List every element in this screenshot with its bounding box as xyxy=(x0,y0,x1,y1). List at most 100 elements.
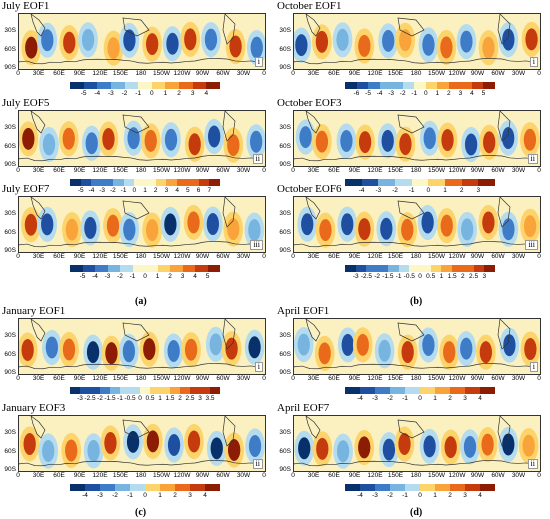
colorbar-tick-label: 3.5 xyxy=(205,395,215,402)
lon-tick-label: 30E xyxy=(307,253,320,260)
colorbar-swatch xyxy=(157,265,170,272)
pattern-index-label: ii xyxy=(252,459,263,469)
lon-tick-label: 180 xyxy=(410,253,422,260)
colorbar-swatch xyxy=(345,82,357,89)
panel-jan1: January EOF1 i 30S 60S 90S 0 30E 60E 90E 120E 150E… xyxy=(0,305,275,402)
anomaly-blob-core xyxy=(62,338,76,361)
colorbar-tick-label: 0 xyxy=(423,90,428,97)
lon-tick-label: 60E xyxy=(328,253,340,260)
colorbar-swatch xyxy=(170,265,183,272)
colorbar-tick-label: 2 xyxy=(448,395,452,402)
anomaly-blob-core xyxy=(167,339,180,362)
antarctica-coastline xyxy=(294,240,535,248)
lon-tick-label: 150W xyxy=(153,472,170,479)
colorbar-swatch xyxy=(110,82,125,89)
colorbar-swatch xyxy=(462,265,474,272)
panel-oct3: October EOF3 ii 30S 60S 90S 0 30E 60E 90E 120E 150… xyxy=(275,97,550,194)
colorbar-swatch xyxy=(200,387,210,394)
lon-tick-label: 0 xyxy=(291,472,295,479)
colorbar-tick-label: 1 xyxy=(433,395,437,402)
colorbar-swatch xyxy=(405,387,420,394)
colorbar-swatch xyxy=(205,484,220,491)
colorbar-tick-label: -3 xyxy=(97,492,103,499)
lat-tick-label: 90S xyxy=(4,247,16,254)
colorbar-tick-label: 4 xyxy=(478,492,482,499)
colorbar-swatch xyxy=(80,387,90,394)
lon-tick-label: 180 xyxy=(410,70,422,77)
panel-oct1: October EOF1 i 30S 60S 90S 0 30E 60E 90E 120E 150E… xyxy=(275,0,550,97)
colorbar-swatch xyxy=(448,82,461,89)
colorbar-tick-label: -1 xyxy=(127,492,133,499)
africa-outline xyxy=(305,319,321,342)
lon-tick-label: 0 xyxy=(262,472,266,479)
anomaly-blob-core xyxy=(210,437,223,460)
colorbar-swatch xyxy=(445,179,462,186)
colorbar-tick-label: 2 xyxy=(177,90,181,97)
colorbar-tick-label: 2 xyxy=(461,273,465,280)
lon-tick-label: 60E xyxy=(53,70,65,77)
colorbar-tick-label: 0 xyxy=(143,273,147,280)
anomaly-blob-core xyxy=(460,337,473,360)
anomaly-blob-core xyxy=(461,218,474,241)
anomaly-blob-core xyxy=(524,338,537,361)
anomaly-blob-core xyxy=(380,217,393,240)
anomaly-blob-core xyxy=(443,341,456,364)
anomaly-blob-core xyxy=(298,437,311,460)
lat-tick-label: 60S xyxy=(4,228,16,236)
lon-tick-label: 150W xyxy=(153,375,170,382)
anomaly-blob-core xyxy=(502,127,515,150)
lon-tick-label: 30W xyxy=(511,167,526,174)
colorbar-swatch xyxy=(402,82,415,89)
anomaly-blob-core xyxy=(42,133,56,156)
lon-tick-label: 30E xyxy=(32,70,45,77)
lon-tick-label: 90E xyxy=(348,375,361,382)
colorbar-tick-label: 0 xyxy=(418,492,422,499)
lon-tick-label: 90E xyxy=(73,70,86,77)
lon-tick-label: 150W xyxy=(428,472,445,479)
colorbar-tick-label: 5 xyxy=(481,90,486,97)
colorbar-swatch xyxy=(345,387,360,394)
lat-tick-label: 90S xyxy=(4,161,16,168)
lon-tick-label: 60W xyxy=(216,253,230,260)
colorbar-swatch xyxy=(411,179,429,186)
lon-tick-label: 60E xyxy=(53,167,65,174)
colorbar-swatch xyxy=(355,265,367,272)
colorbar-swatch xyxy=(145,179,156,186)
lon-tick-label: 90E xyxy=(73,375,86,382)
lon-tick-label: 90E xyxy=(348,472,361,479)
lon-tick-label: 150E xyxy=(112,375,129,382)
lon-tick-label: 90W xyxy=(195,375,210,382)
colorbar-tick-label: 3 xyxy=(180,273,185,280)
eof-pattern xyxy=(294,416,539,469)
colorbar-tick-label: 1 xyxy=(435,90,440,97)
lon-tick-label: 90W xyxy=(470,70,485,77)
colorbar-tick-label: 2 xyxy=(153,187,158,194)
panel-title: October EOF1 xyxy=(277,0,342,12)
colorbar-tick-label: -2.5 xyxy=(360,273,373,280)
panel-apr7: April EOF7 ii 30S 60S 90S 0 30E 60E 90E 120E 150E 1… xyxy=(275,402,550,499)
lon-tick-label: 150E xyxy=(112,253,129,260)
lat-tick-label: 60S xyxy=(279,45,291,53)
anomaly-blob-core xyxy=(249,130,263,153)
colorbar-swatch xyxy=(187,179,199,186)
anomaly-blob-core xyxy=(399,133,412,156)
panel-title: July EOF1 xyxy=(2,0,50,12)
anomaly-blob-core xyxy=(358,131,372,154)
lon-tick-label: 180 xyxy=(135,375,147,382)
colorbar-swatch xyxy=(391,82,403,89)
lon-tick-label: 0 xyxy=(291,253,295,260)
anomaly-blob-core xyxy=(358,34,371,57)
antarctica-coastline xyxy=(294,57,535,65)
lon-tick-label: 30E xyxy=(307,70,320,77)
anomaly-blob-core xyxy=(299,126,312,149)
anomaly-blob-core xyxy=(127,127,140,150)
colorbar-swatch xyxy=(138,82,152,89)
colorbar-tick-label: -2.5 xyxy=(84,395,96,402)
antarctica-coastline xyxy=(294,154,535,162)
lon-tick-label: 150E xyxy=(112,472,129,479)
lon-tick-label: 30E xyxy=(32,253,45,260)
lon-tick-label: 60W xyxy=(491,375,505,382)
panel-title: October EOF6 xyxy=(277,183,342,195)
anomaly-blob-core xyxy=(502,28,515,51)
anomaly-blob-core xyxy=(123,29,136,52)
